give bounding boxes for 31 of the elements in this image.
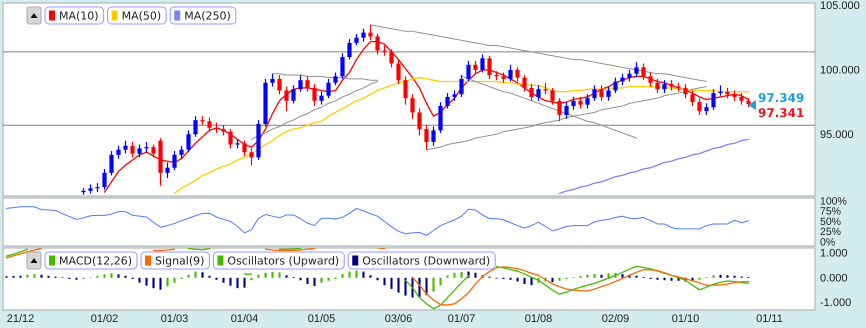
x-tick-label: 01/08 bbox=[524, 312, 552, 325]
y-tick-label: 105.000 bbox=[820, 0, 860, 12]
legend-label: MA(250) bbox=[184, 9, 231, 22]
legend-label: MACD(12,26) bbox=[59, 254, 132, 268]
x-tick-label: 01/11 bbox=[756, 312, 783, 325]
y-tick-label: 100.000 bbox=[820, 64, 860, 76]
legend-label: Oscillators (Upward) bbox=[227, 254, 340, 268]
x-tick-label: 02/09 bbox=[602, 312, 630, 325]
x-tick-label: 01/04 bbox=[230, 312, 258, 325]
y-tick-label: 50% bbox=[820, 216, 842, 228]
legend-label: MA(50) bbox=[122, 9, 162, 22]
x-tick-label: 01/05 bbox=[308, 312, 336, 325]
x-tick-label: 01/10 bbox=[672, 312, 700, 325]
y-tick-label: 75% bbox=[820, 206, 842, 218]
x-tick-label: 03/06 bbox=[384, 312, 412, 325]
y-tick-label: -1.000 bbox=[820, 297, 852, 310]
legend-label: Oscillators (Downward) bbox=[362, 254, 490, 268]
x-tick-label: 21/12 bbox=[6, 312, 34, 325]
y-tick-label: 1.000 bbox=[820, 247, 848, 260]
x-tick-label: 01/02 bbox=[90, 312, 118, 325]
x-tick-label: 01/07 bbox=[448, 312, 476, 325]
y-tick-label: 25% bbox=[820, 226, 842, 238]
y-tick-label: 100% bbox=[820, 195, 847, 208]
annotation: 97.341 bbox=[758, 106, 804, 120]
legend-label: Signal(9) bbox=[155, 254, 204, 268]
legend-label: MA(10) bbox=[59, 9, 99, 22]
x-tick-label: 01/03 bbox=[160, 312, 188, 325]
y-tick-label: 95.000 bbox=[820, 128, 854, 141]
y-tick-label: 0.000 bbox=[820, 272, 848, 284]
y-tick-label: 0% bbox=[820, 236, 836, 248]
annotation: 97.349 bbox=[758, 91, 804, 106]
